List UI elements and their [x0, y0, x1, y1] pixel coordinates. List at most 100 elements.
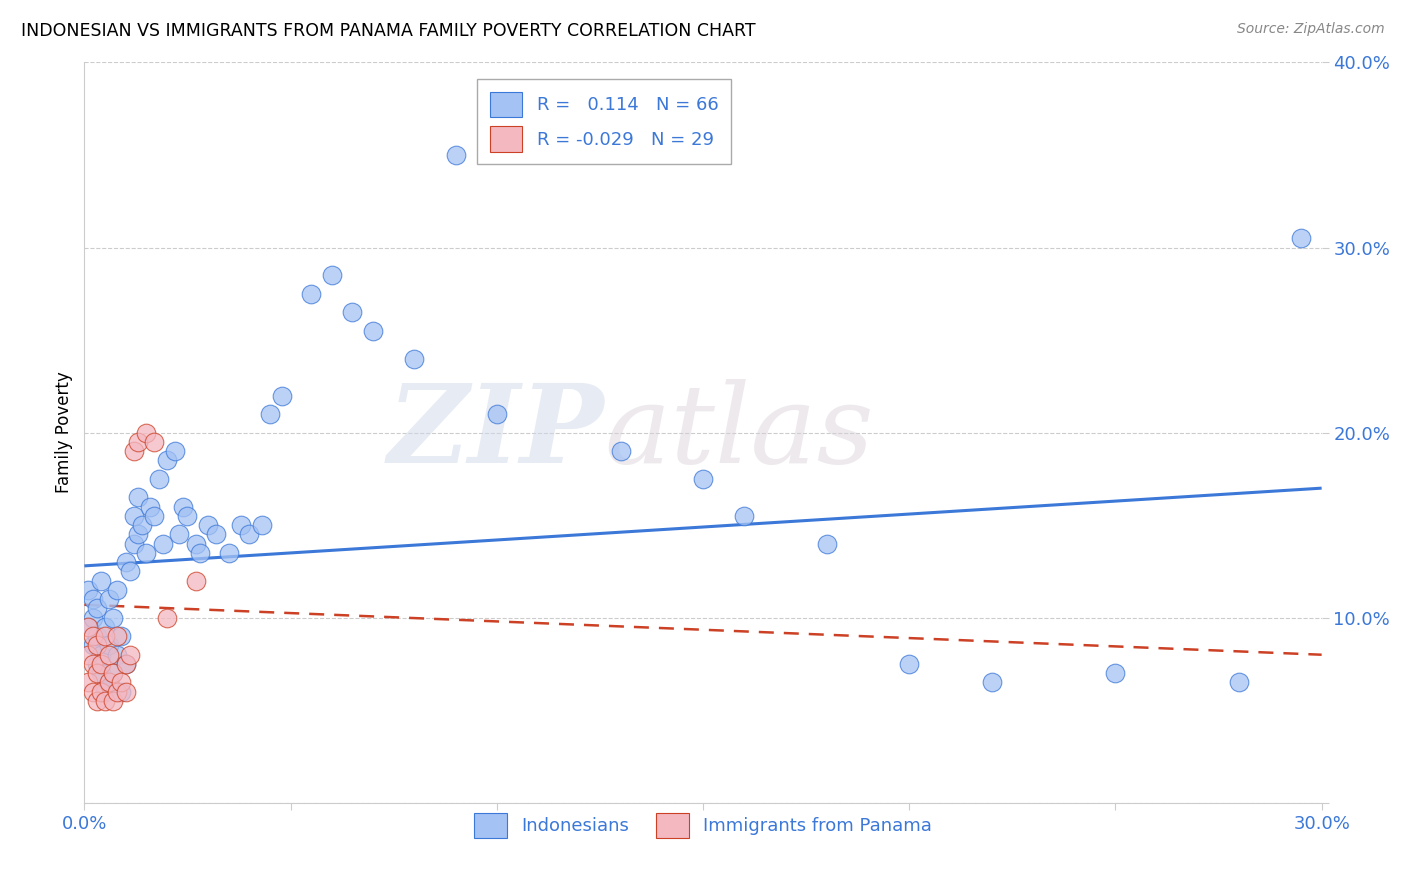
Point [1104, 666, 1126, 681]
Point [82, 610, 104, 624]
Point [77, 648, 100, 662]
Point [110, 629, 132, 643]
Point [110, 675, 132, 690]
Point [82, 685, 104, 699]
Point [485, 407, 508, 421]
Point [342, 305, 364, 319]
Point [94, 694, 117, 708]
Point [218, 546, 240, 560]
Point [122, 536, 145, 550]
Point [152, 536, 174, 550]
Point [898, 657, 921, 671]
Point [1289, 231, 1312, 245]
Point [143, 434, 166, 449]
Point [980, 675, 1002, 690]
Point [176, 508, 198, 523]
Point [98, 675, 121, 690]
Point [114, 657, 136, 671]
Point [135, 546, 157, 560]
Point [86, 639, 108, 653]
Point [103, 694, 125, 708]
Point [105, 685, 128, 699]
Point [90, 574, 112, 588]
Point [127, 491, 149, 505]
Point [105, 582, 128, 597]
Point [131, 518, 153, 533]
Point [122, 508, 145, 523]
Point [77, 675, 100, 690]
Point [82, 592, 104, 607]
Text: INDONESIAN VS IMMIGRANTS FROM PANAMA FAMILY POVERTY CORRELATION CHART: INDONESIAN VS IMMIGRANTS FROM PANAMA FAM… [21, 22, 755, 40]
Point [156, 453, 179, 467]
Point [94, 629, 117, 643]
Point [1227, 675, 1250, 690]
Point [86, 666, 108, 681]
Point [90, 657, 112, 671]
Text: ZIP: ZIP [388, 379, 605, 486]
Legend: Indonesians, Immigrants from Panama: Indonesians, Immigrants from Panama [467, 805, 939, 846]
Point [98, 639, 121, 653]
Point [135, 425, 157, 440]
Point [156, 610, 179, 624]
Text: atlas: atlas [605, 379, 873, 486]
Point [148, 472, 170, 486]
Point [103, 666, 125, 681]
Text: Source: ZipAtlas.com: Source: ZipAtlas.com [1237, 22, 1385, 37]
Point [82, 657, 104, 671]
Point [90, 666, 112, 681]
Point [165, 444, 187, 458]
Point [110, 685, 132, 699]
Point [103, 610, 125, 624]
Point [77, 620, 100, 634]
Point [94, 620, 117, 634]
Point [299, 286, 322, 301]
Point [114, 685, 136, 699]
Y-axis label: Family Poverty: Family Poverty [55, 372, 73, 493]
Point [139, 500, 162, 514]
Point [188, 546, 211, 560]
Point [98, 592, 121, 607]
Point [321, 268, 343, 283]
Point [82, 629, 104, 643]
Point [122, 444, 145, 458]
Point [609, 444, 631, 458]
Point [733, 508, 755, 523]
Point [105, 648, 128, 662]
Point [86, 601, 108, 615]
Point [238, 527, 260, 541]
Point [127, 527, 149, 541]
Point [197, 518, 219, 533]
Point [105, 629, 128, 643]
Point [229, 518, 252, 533]
Point [77, 620, 100, 634]
Point [103, 666, 125, 681]
Point [205, 527, 228, 541]
Point [127, 434, 149, 449]
Point [692, 472, 714, 486]
Point [90, 685, 112, 699]
Point [118, 565, 141, 579]
Point [90, 648, 112, 662]
Point [114, 657, 136, 671]
Point [86, 694, 108, 708]
Point [98, 675, 121, 690]
Point [98, 648, 121, 662]
Point [86, 629, 108, 643]
Point [143, 508, 166, 523]
Point [94, 685, 117, 699]
Point [444, 148, 467, 162]
Point [167, 527, 190, 541]
Point [172, 500, 194, 514]
Point [271, 388, 294, 402]
Point [361, 324, 384, 338]
Point [184, 574, 207, 588]
Point [815, 536, 838, 550]
Point [250, 518, 273, 533]
Point [259, 407, 281, 421]
Point [82, 639, 104, 653]
Point [404, 351, 426, 366]
Point [118, 648, 141, 662]
Point [184, 536, 207, 550]
Point [77, 582, 100, 597]
Point [114, 555, 136, 569]
